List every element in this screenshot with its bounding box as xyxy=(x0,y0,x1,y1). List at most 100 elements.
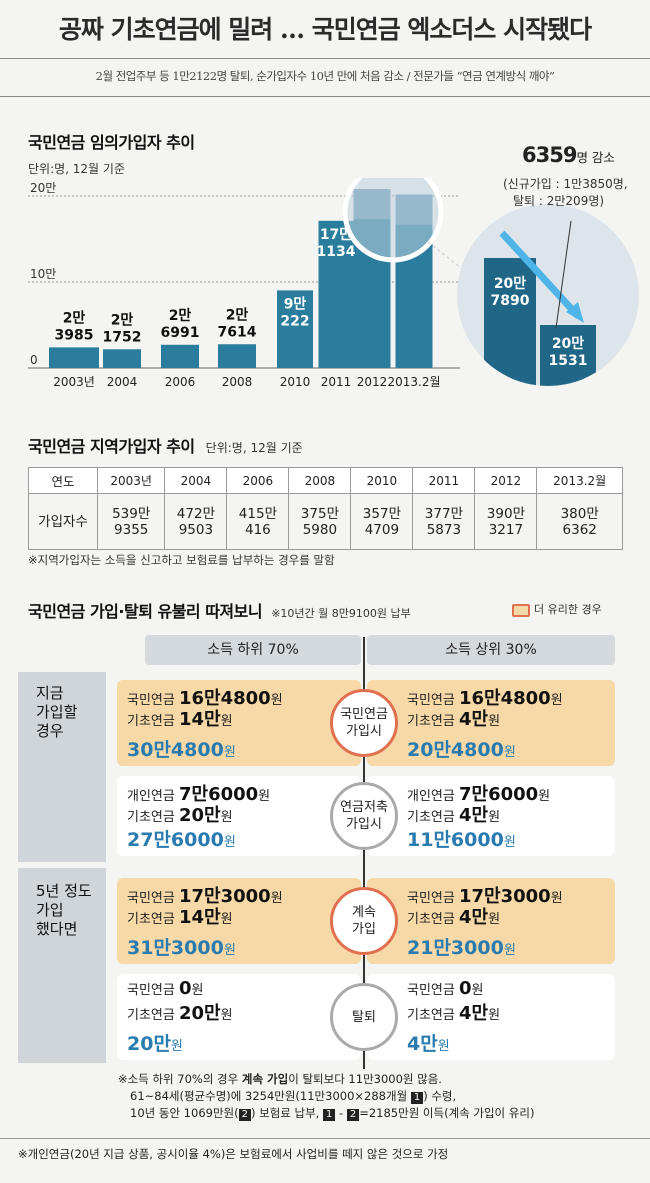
total-value: 20만 xyxy=(127,1033,171,1055)
legend: 더 유리한 경우 xyxy=(512,601,602,617)
card-row-basic: 기초연금 4만원 xyxy=(407,903,500,929)
callout-pointer xyxy=(555,220,572,329)
table-row-years: 연도 2003년 2004 2006 2008 2010 2011 2012 2… xyxy=(28,467,623,494)
total-value: 31만3000 xyxy=(127,937,224,959)
row-unit: 원 xyxy=(538,789,551,804)
card-left: 국민연금 0원 기초연금 20만원 20만원 xyxy=(117,974,361,1060)
note-text: =2185만원 이득(계속 가입이 유리) xyxy=(359,1106,535,1120)
chart1-unit: 단위:명, 12월 기준 xyxy=(28,162,125,176)
table-cell: 472만 9503 xyxy=(164,493,228,550)
card-row-pension: 국민연금 16만4800원 xyxy=(127,684,283,710)
card-row-pension: 개인연금 7만6000원 xyxy=(127,780,270,806)
table-cell: 415만 416 xyxy=(226,493,290,550)
case-label-line: 지금 xyxy=(36,684,64,702)
table-cell: 377만 5873 xyxy=(412,493,476,550)
card-row-basic: 기초연금 20만원 xyxy=(127,999,233,1025)
table-cell: 357만 4709 xyxy=(350,493,414,550)
box-number: 2 xyxy=(238,1109,251,1121)
count-top: 472만 xyxy=(176,505,215,522)
circle-line: 가입시 xyxy=(346,724,382,739)
bar-value-label: 2만 xyxy=(169,308,192,324)
count-bottom: 416 xyxy=(245,521,271,538)
table-year: 2003년 xyxy=(96,467,166,494)
note-line2: 61~84세(평균수명)에 3254만원(11만3000×288개월 1) 수령… xyxy=(118,1088,628,1105)
card-right: 국민연금 17만3000원 기초연금 4만원 21만3000원 xyxy=(367,878,615,964)
count-top: 377만 xyxy=(424,505,463,522)
row-value: 4만 xyxy=(458,1003,489,1024)
callout-value: 6359 xyxy=(522,143,577,167)
row-label: 기초연금 xyxy=(407,1008,459,1023)
row-value: 17만3000 xyxy=(178,886,271,907)
count-top: 357만 xyxy=(362,505,401,522)
bar xyxy=(218,344,256,368)
row-value: 7만6000 xyxy=(458,784,539,805)
callout-decline: 6359명 감소 xyxy=(522,143,615,167)
card-total: 31만3000원 xyxy=(127,933,236,960)
total-value: 30만4800 xyxy=(127,739,224,761)
table-cell: 390만 3217 xyxy=(474,493,538,550)
zoom-bar-2012 xyxy=(484,258,536,386)
count-top: 390만 xyxy=(486,505,525,522)
title-divider xyxy=(0,58,650,59)
count-bottom: 4709 xyxy=(364,521,400,538)
total-unit: 원 xyxy=(223,745,236,760)
row-value: 7만6000 xyxy=(178,784,259,805)
card-row-pension: 개인연금 7만6000원 xyxy=(407,780,550,806)
case-circle: 연금저축 가입시 xyxy=(330,782,398,850)
card-row-pension: 국민연금 17만3000원 xyxy=(127,882,283,908)
row-label: 기초연금 xyxy=(407,810,459,825)
bar-value-label: 2만 xyxy=(226,307,249,323)
chart2-title: 국민연금 지역가입자 추이 xyxy=(28,437,195,456)
card-row-basic: 기초연금 20만원 xyxy=(127,801,233,827)
circle-line: 가입 xyxy=(352,922,376,937)
row-unit: 원 xyxy=(270,693,283,708)
table-year: 2008 xyxy=(288,467,352,494)
row-unit: 원 xyxy=(191,983,204,998)
row-value: 16만4800 xyxy=(178,688,271,709)
bar xyxy=(161,344,199,368)
row-label: 국민연금 xyxy=(407,891,459,906)
circle-line: 탈퇴 xyxy=(352,1009,376,1025)
note-text: ) 수령, xyxy=(423,1089,457,1103)
legend-label: 더 유리한 경우 xyxy=(534,603,602,616)
x-tick-label: 2004 xyxy=(107,375,138,389)
case-label-5yr: 5년 정도 가입 했다면 xyxy=(18,868,106,1063)
row-unit: 원 xyxy=(488,912,501,927)
row-unit: 원 xyxy=(488,1008,501,1023)
bar xyxy=(318,220,354,368)
magnifier-lens xyxy=(342,178,444,263)
row-unit: 원 xyxy=(258,789,271,804)
subscriber-table: 연도 2003년 2004 2006 2008 2010 2011 2012 2… xyxy=(28,467,623,550)
bar-value-label: 1134 xyxy=(317,244,356,260)
row-label: 기초연금 xyxy=(127,810,179,825)
card-left: 개인연금 7만6000원 기초연금 20만원 27만6000원 xyxy=(117,776,361,856)
total-unit: 원 xyxy=(223,835,236,850)
case-circle: 탈퇴 xyxy=(330,983,398,1051)
table-cell: 380만 6362 xyxy=(536,493,623,550)
card-right: 국민연금 0원 기초연금 4만원 4만원 xyxy=(367,974,615,1060)
zoom-label-2013-b: 1531 xyxy=(549,353,588,369)
total-value: 4만 xyxy=(407,1033,438,1055)
total-value: 27만6000 xyxy=(127,829,224,851)
card-total: 4만원 xyxy=(407,1029,450,1056)
row-unit: 원 xyxy=(270,891,283,906)
bar xyxy=(103,349,141,368)
total-unit: 원 xyxy=(503,835,516,850)
bar-value-label: 9만 xyxy=(284,296,307,312)
row-unit: 원 xyxy=(488,714,501,729)
card-right: 개인연금 7만6000원 기초연금 4만원 11만6000원 xyxy=(367,776,615,856)
footnote: ※개인연금(20년 지급 상품, 공시이율 4%)은 보험료에서 사업비를 떼지… xyxy=(18,1147,449,1161)
callout-suffix: 명 감소 xyxy=(576,150,615,165)
row-value: 20만 xyxy=(178,805,221,826)
callout-line2: 탈퇴 : 2만209명) xyxy=(513,194,605,208)
table-note: ※지역가입자는 소득을 신고하고 보험료를 납부하는 경우를 말함 xyxy=(28,553,335,567)
card-row-pension: 국민연금 0원 xyxy=(407,978,483,999)
case-circle: 국민연금 가입시 xyxy=(330,689,398,757)
card-row-basic: 기초연금 14만원 xyxy=(127,903,233,929)
page-subtitle: 2월 전업주부 등 1만2122명 탈퇴, 순가입자수 10년 만에 처음 감소… xyxy=(95,69,555,83)
row-unit: 원 xyxy=(220,714,233,729)
x-tick-label: 2008 xyxy=(222,375,253,389)
card-row-basic: 기초연금 4만원 xyxy=(407,705,500,731)
count-top: 415만 xyxy=(238,505,277,522)
